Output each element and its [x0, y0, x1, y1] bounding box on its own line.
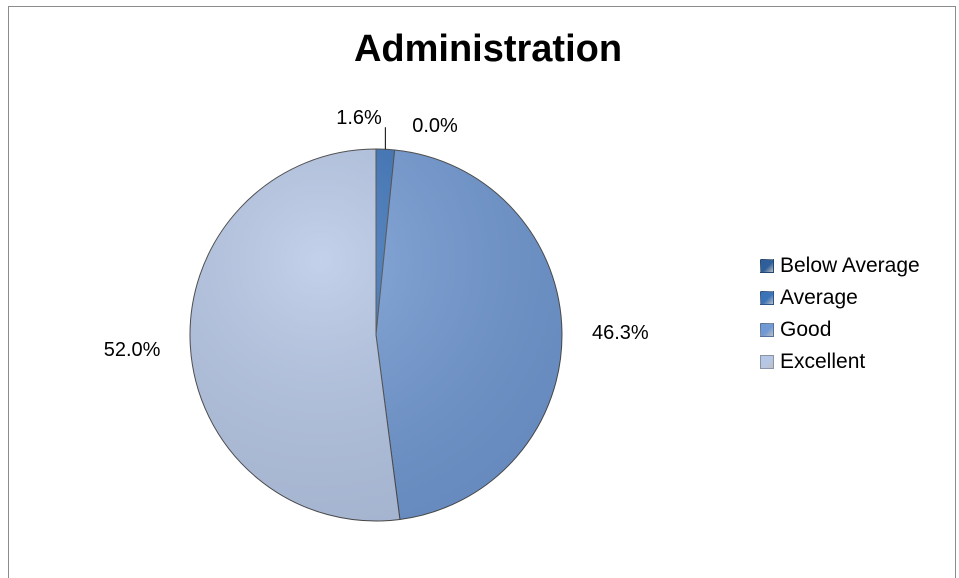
legend-swatch	[760, 355, 774, 369]
legend-item-below-average: Below Average	[760, 250, 920, 282]
chart-title: Administration	[353, 28, 623, 70]
legend-item-good: Good	[760, 314, 920, 346]
legend: Below Average Average Good Excellent	[760, 250, 920, 378]
legend-swatch	[760, 323, 774, 337]
data-label-average: 1.6%	[336, 107, 382, 129]
data-label-below-average: 0.0%	[412, 115, 458, 137]
legend-label: Below Average	[780, 254, 920, 277]
legend-label: Average	[780, 286, 858, 309]
legend-swatch	[760, 259, 774, 273]
pie-slices	[189, 148, 563, 522]
data-label-excellent: 52.0%	[104, 339, 161, 361]
pie-slice-good	[375, 149, 563, 521]
legend-swatch	[760, 291, 774, 305]
data-label-good: 46.3%	[592, 322, 649, 344]
legend-label: Excellent	[780, 350, 866, 373]
data-labels: 0.0% 1.6% 46.3% 52.0%	[104, 107, 649, 361]
pie-slice-excellent	[189, 148, 401, 522]
legend-label: Good	[780, 318, 832, 341]
legend-item-excellent: Excellent	[760, 346, 920, 378]
legend-item-average: Average	[760, 282, 920, 314]
